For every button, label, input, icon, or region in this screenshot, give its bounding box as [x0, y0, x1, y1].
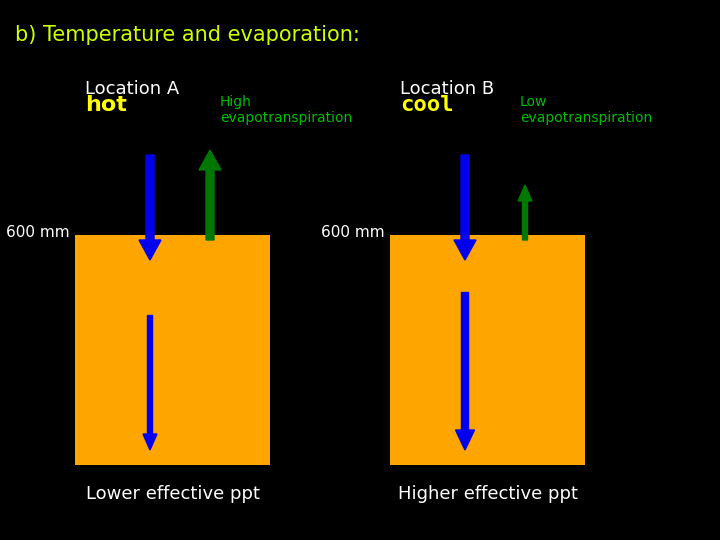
Text: hot: hot: [85, 95, 127, 115]
Text: 600 mm: 600 mm: [321, 225, 385, 240]
Text: Location A: Location A: [85, 80, 179, 98]
Text: b) Temperature and evaporation:: b) Temperature and evaporation:: [15, 25, 360, 45]
Text: 600 mm: 600 mm: [6, 225, 70, 240]
FancyArrow shape: [456, 293, 474, 450]
FancyArrow shape: [518, 185, 532, 240]
Bar: [75, 235, 270, 465]
Text: Low
evapotranspiration: Low evapotranspiration: [520, 95, 652, 125]
Text: High
evapotranspiration: High evapotranspiration: [220, 95, 352, 125]
FancyArrow shape: [143, 315, 157, 450]
Text: Higher effective ppt: Higher effective ppt: [397, 485, 577, 503]
Text: cool: cool: [400, 95, 454, 115]
Bar: [390, 235, 585, 465]
FancyArrow shape: [199, 150, 221, 240]
FancyArrow shape: [139, 155, 161, 260]
FancyArrow shape: [454, 155, 476, 260]
Text: Lower effective ppt: Lower effective ppt: [86, 485, 259, 503]
Text: Location B: Location B: [400, 80, 494, 98]
